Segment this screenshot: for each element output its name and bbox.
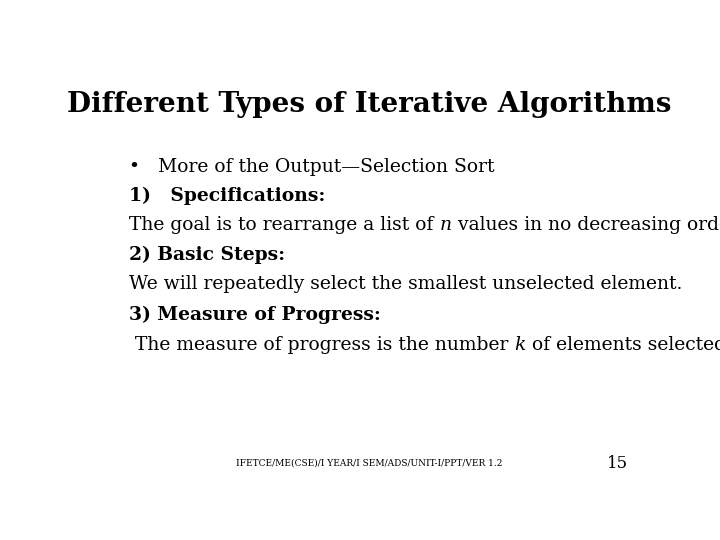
Text: of elements selected.: of elements selected.	[526, 336, 720, 354]
Text: n: n	[439, 216, 451, 234]
Text: Different Types of Iterative Algorithms: Different Types of Iterative Algorithms	[67, 91, 671, 118]
Text: 2) Basic Steps:: 2) Basic Steps:	[129, 246, 285, 264]
Text: 1)   Specifications:: 1) Specifications:	[129, 187, 325, 205]
Text: k: k	[514, 336, 526, 354]
Text: The measure of progress is the number: The measure of progress is the number	[129, 336, 514, 354]
Text: values in no decreasing order.: values in no decreasing order.	[451, 216, 720, 234]
Text: We will repeatedly select the smallest unselected element.: We will repeatedly select the smallest u…	[129, 275, 683, 293]
Text: The goal is to rearrange a list of: The goal is to rearrange a list of	[129, 216, 439, 234]
Text: 3) Measure of Progress:: 3) Measure of Progress:	[129, 306, 381, 324]
Text: 15: 15	[608, 455, 629, 471]
Text: •   More of the Output—Selection Sort: • More of the Output—Selection Sort	[129, 158, 495, 176]
Text: IFETCE/ME(CSE)/I YEAR/I SEM/ADS/UNIT-I/PPT/VER 1.2: IFETCE/ME(CSE)/I YEAR/I SEM/ADS/UNIT-I/P…	[236, 458, 502, 468]
